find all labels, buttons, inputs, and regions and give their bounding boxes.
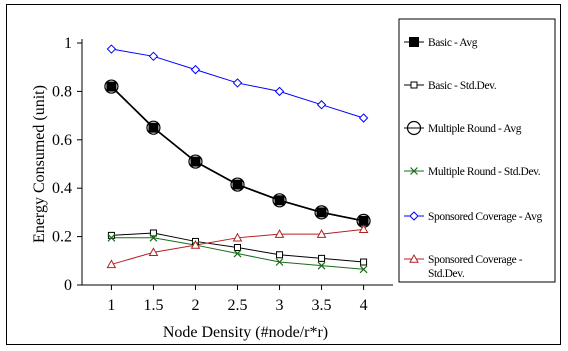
data-point-s2-4 <box>272 193 287 208</box>
y-tick-label: 0.6 <box>52 132 72 149</box>
data-point-s2-3 <box>230 177 245 192</box>
legend: Basic - Avg Basic - Std.Dev. Multiple Roun… <box>398 18 556 283</box>
data-point-s1-5 <box>318 254 326 262</box>
legend-label-3: Multiple Round - Std.Dev. <box>428 166 541 178</box>
data-point-s2-5 <box>314 205 329 220</box>
legend-label-5: Sponsored Coverage - <box>428 254 523 266</box>
legend-marker-5 <box>409 253 419 263</box>
y-axis-label: Energy Consumed (unit) <box>31 85 48 243</box>
x-tick-label: 4 <box>360 297 368 314</box>
legend-label-2: Multiple Round - Avg <box>428 123 522 135</box>
data-point-s3-5 <box>317 261 326 270</box>
x-tick-label: 1 <box>107 297 115 314</box>
data-point-s5-2 <box>190 240 201 249</box>
data-point-s0-2 <box>190 156 201 167</box>
data-point-s1-6 <box>360 258 368 266</box>
data-point-s4-2 <box>190 64 201 75</box>
data-point-s5-5 <box>316 229 327 238</box>
legend-marker-4 <box>409 211 419 221</box>
data-point-s4-3 <box>232 78 243 88</box>
x-axis-label: Node Density (#node/r*r) <box>163 324 328 341</box>
legend-label-5: Std.Dev. <box>428 268 465 280</box>
data-point-s0-6 <box>358 215 369 226</box>
legend-label-1: Basic - Std.Dev. <box>428 80 497 92</box>
legend-box <box>398 18 556 283</box>
data-point-s1-1 <box>149 229 157 237</box>
data-point-s4-1 <box>148 51 159 62</box>
data-point-s0-5 <box>316 207 327 218</box>
series-line-0 <box>110 85 364 222</box>
data-point-s0-3 <box>232 179 243 190</box>
y-tick-label: 0.8 <box>52 83 72 100</box>
x-tick-label: 2.5 <box>228 297 248 314</box>
data-point-s2-2 <box>188 154 203 169</box>
x-tick-label: 2 <box>191 297 199 314</box>
data-point-s4-6 <box>358 113 369 123</box>
data-point-s3-6 <box>359 265 368 274</box>
data-point-s5-4 <box>274 229 285 238</box>
data-point-s2-0 <box>104 79 119 94</box>
data-point-s0-0 <box>106 81 117 92</box>
data-point-s5-1 <box>148 247 159 257</box>
data-point-s0-4 <box>274 195 285 206</box>
x-tick-label: 3.5 <box>312 297 332 314</box>
data-point-s4-4 <box>274 86 285 97</box>
y-tick-label: 0.2 <box>52 229 72 246</box>
plot-area: 0 0.2 0.4 0.6 0.8 1 1 1.5 2 2.5 3 3.5 4 Node Density … <box>31 35 393 341</box>
legend-marker-0 <box>409 37 419 47</box>
data-point-s5-0 <box>106 259 117 269</box>
legend-label-4: Sponsored Coverage - Avg <box>428 211 542 223</box>
data-point-s0-1 <box>148 122 159 133</box>
data-point-s5-6 <box>358 224 369 234</box>
data-point-s3-1 <box>149 233 158 242</box>
data-point-s3-0 <box>107 233 116 242</box>
data-point-s1-4 <box>276 251 284 259</box>
data-point-s4-0 <box>106 44 117 54</box>
y-tick-label: 0 <box>64 277 72 294</box>
x-tick-label: 3 <box>276 297 284 314</box>
series-line-2 <box>110 85 364 222</box>
legend-marker-1 <box>410 81 418 89</box>
data-point-s1-3 <box>234 243 241 251</box>
data-point-s3-3 <box>233 249 242 258</box>
legend-marker-3 <box>410 167 418 175</box>
y-tick-label: 1 <box>64 35 72 52</box>
x-tick-label: 1.5 <box>143 297 163 314</box>
data-point-s5-3 <box>232 232 243 242</box>
data-point-s4-5 <box>316 100 327 110</box>
legend-marker-2 <box>406 120 422 136</box>
data-point-s2-1 <box>146 120 161 135</box>
data-point-s3-4 <box>275 258 284 266</box>
y-tick-label: 0.4 <box>52 180 72 197</box>
legend-label-0: Basic - Avg <box>428 37 478 49</box>
